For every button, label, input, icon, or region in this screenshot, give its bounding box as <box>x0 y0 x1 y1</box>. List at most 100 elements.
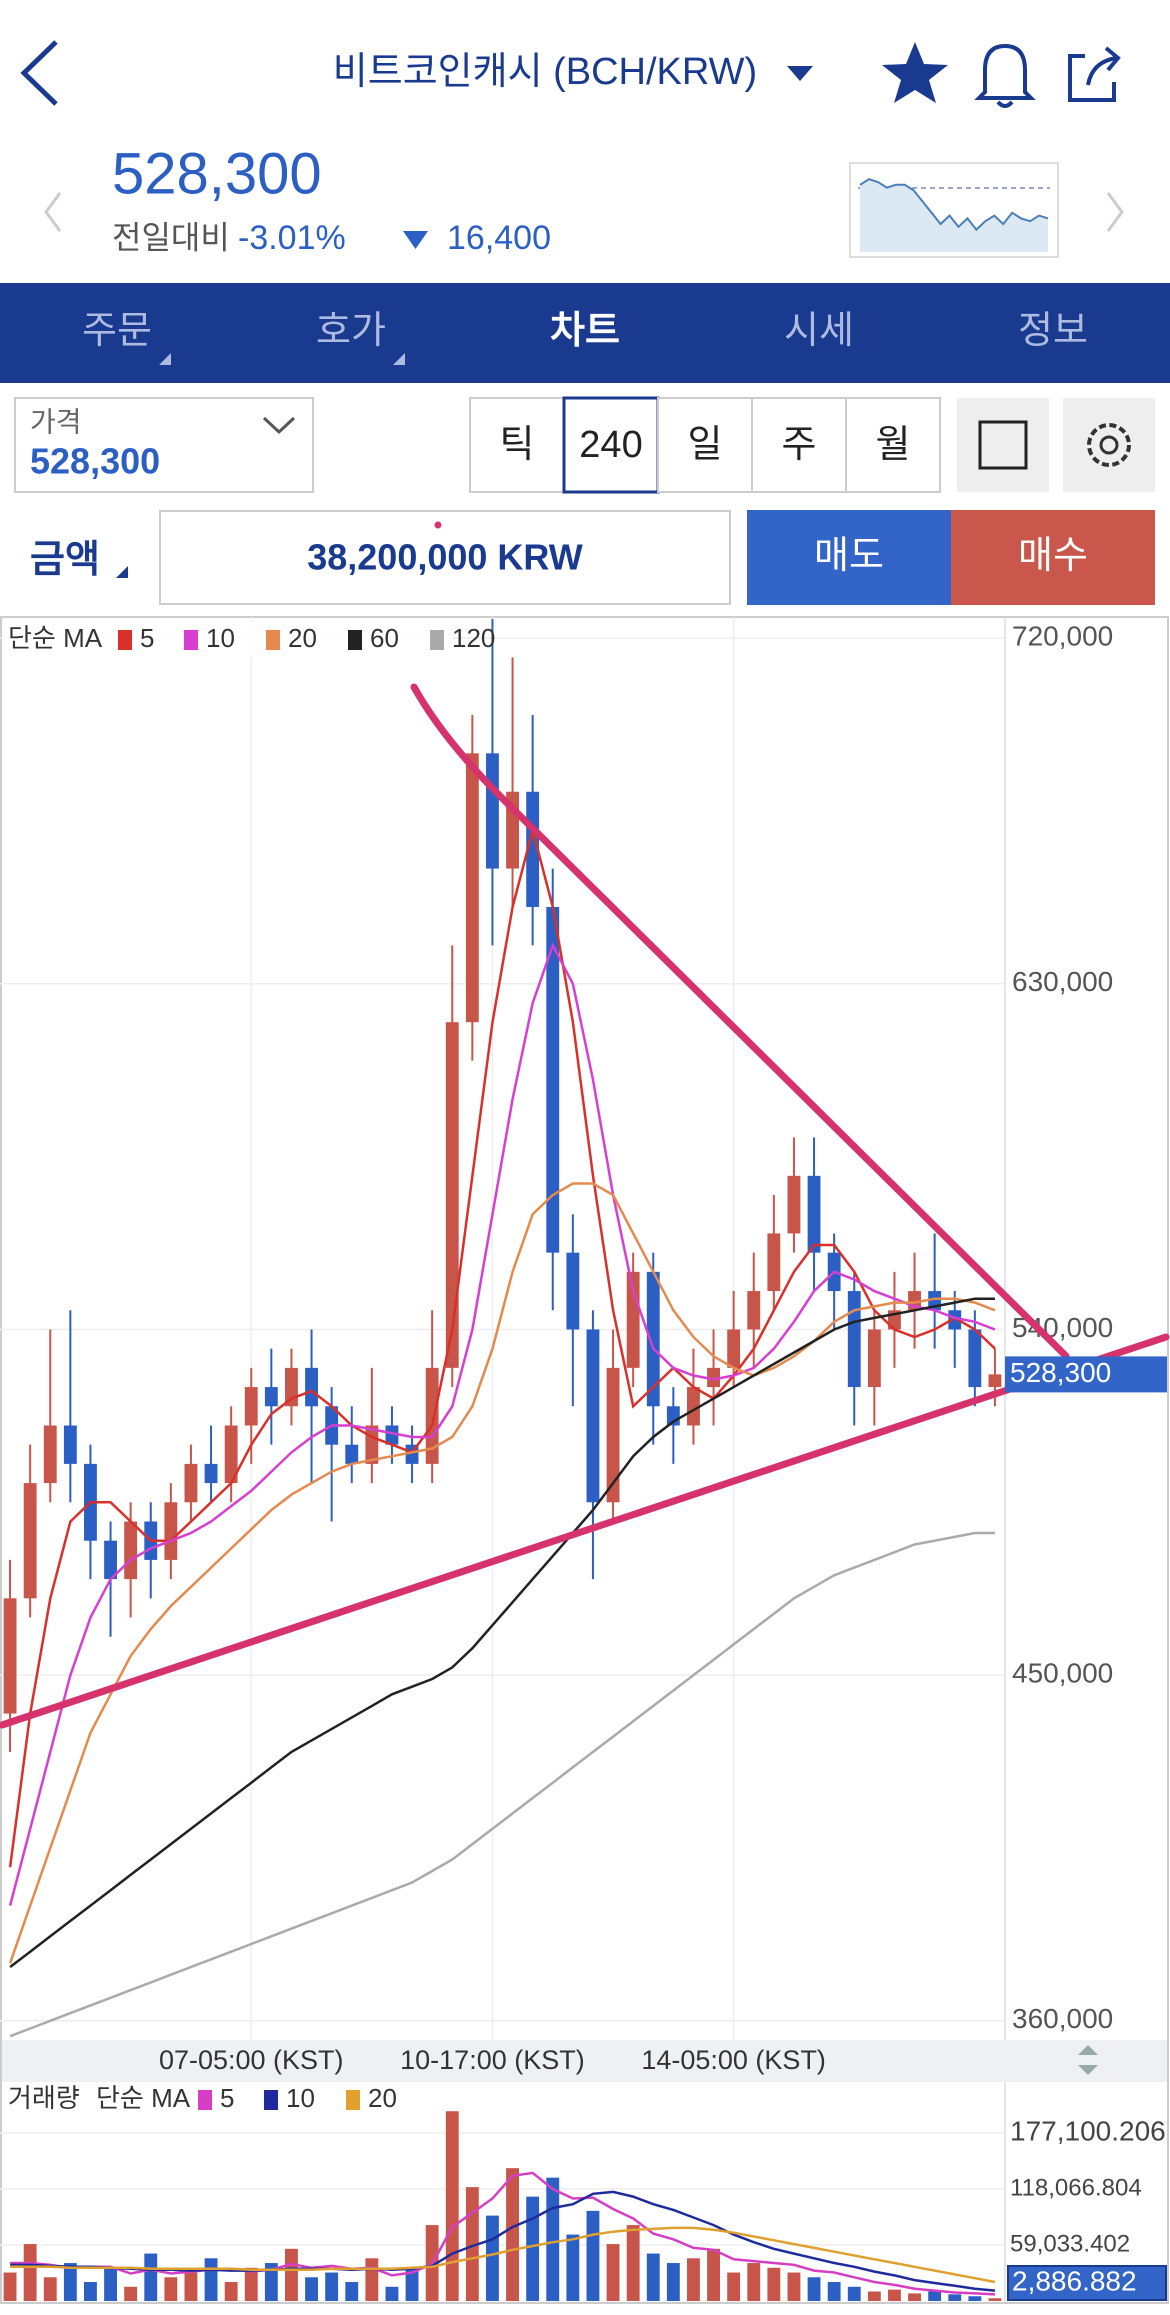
market-title[interactable]: 비트코인캐시 (BCH/KRW) <box>333 51 757 93</box>
candle-body <box>224 1425 238 1484</box>
dropdown-icon[interactable] <box>787 66 813 81</box>
legend-swatch <box>348 630 362 650</box>
interval-label: 월 <box>876 424 911 466</box>
interval-label: 240 <box>579 424 642 466</box>
legend-label: 60 <box>370 623 399 653</box>
volume-bar <box>385 2286 399 2301</box>
legend-label: 120 <box>452 623 495 653</box>
gear-inner <box>1099 435 1119 455</box>
candle-body <box>847 1291 861 1388</box>
candle-body <box>988 1374 1002 1388</box>
volume-bar <box>104 2267 117 2301</box>
price-box-label: 가격 <box>30 406 82 437</box>
candle-body <box>465 753 479 1023</box>
candle-body <box>184 1463 198 1503</box>
volume-bar <box>988 2298 1002 2301</box>
ma-line <box>8 825 996 1868</box>
legend-label: 20 <box>288 623 317 653</box>
volume-bar <box>325 2272 339 2301</box>
interval-button[interactable] <box>845 397 941 493</box>
interval-buttons: 틱 240 일 주 월 <box>469 396 941 494</box>
buy-button[interactable] <box>951 510 1155 605</box>
candle-body <box>43 1425 57 1484</box>
input-dot <box>434 521 442 529</box>
y-tick-label: 450,000 <box>1012 1658 1113 1689</box>
draw-icon <box>978 420 1028 470</box>
volume-tag <box>1007 2265 1167 2301</box>
volume-bar <box>948 2294 962 2301</box>
favorite-star[interactable] <box>882 42 948 103</box>
volume-bar <box>807 2277 821 2301</box>
chart-frame <box>0 616 1169 2304</box>
amount-input[interactable] <box>159 510 731 605</box>
sell-button[interactable] <box>747 510 951 605</box>
volume-bar <box>345 2282 359 2301</box>
price-box-chevron[interactable] <box>262 416 296 435</box>
prev-arrow[interactable] <box>44 192 62 232</box>
change-amount: 16,400 <box>447 219 551 257</box>
volume-bar <box>144 2253 158 2301</box>
candle-body <box>385 1425 399 1445</box>
gear-outer <box>1087 423 1131 467</box>
price-tag-label: 528,300 <box>1010 1357 1111 1388</box>
volume-bar <box>204 2258 218 2301</box>
resize-handle[interactable] <box>1078 2045 1098 2075</box>
volume-bar <box>224 2282 238 2301</box>
volume-bar <box>84 2282 97 2301</box>
amount-label[interactable]: 금액 <box>30 539 100 581</box>
alert-bell[interactable] <box>974 43 1036 108</box>
draw-button[interactable] <box>957 398 1049 492</box>
amount-dropdown[interactable] <box>116 566 128 578</box>
interval-button[interactable] <box>469 397 565 493</box>
price-tag <box>1005 1356 1167 1393</box>
x-tick-label: 10-17:00 (KST) <box>400 2045 585 2075</box>
volume-ma-title: 단순 MA <box>96 2083 191 2113</box>
candle-body <box>264 1387 278 1407</box>
y-tick-label: 720,000 <box>1012 621 1113 652</box>
volume-bar <box>968 2296 982 2301</box>
candle-body <box>164 1502 178 1560</box>
volume-bar <box>3 2272 17 2301</box>
interval-label: 일 <box>688 424 723 466</box>
candle-body <box>626 1271 640 1368</box>
volume-bar <box>486 2215 499 2301</box>
down-triangle <box>403 231 428 249</box>
ma-line <box>8 942 996 1906</box>
x-tick-label: 07-05:00 (KST) <box>159 2045 344 2075</box>
mini-chart <box>859 178 1049 252</box>
volume-bar <box>787 2272 801 2301</box>
current-price: 528,300 <box>112 141 322 206</box>
volume-bar <box>305 2277 318 2301</box>
candle-body <box>23 1483 37 1599</box>
ma-line <box>9 1531 995 2038</box>
volume-bar <box>506 2168 519 2301</box>
volume-bar <box>747 2263 761 2301</box>
legend-label: 20 <box>368 2083 397 2113</box>
settings-button[interactable] <box>1063 398 1155 492</box>
x-tick-label: 14-05:00 (KST) <box>641 2045 826 2075</box>
descending-trendline <box>410 683 1070 1360</box>
candle-body <box>425 1367 439 1464</box>
legend-label: 5 <box>140 623 154 653</box>
candle-body <box>646 1271 660 1407</box>
back-button[interactable] <box>20 40 58 106</box>
volume-bar <box>847 2286 861 2301</box>
candle-body <box>586 1329 600 1503</box>
price-plot: 07-05:00 (KST) 10-17:00 (KST) 14-05:00 (KS… <box>0 617 1113 2075</box>
tab-label: 시세 <box>784 310 854 352</box>
volume-bar <box>646 2253 660 2301</box>
tab-label: 차트 <box>550 310 620 352</box>
amount-value: 38,200,000 KRW <box>307 537 583 578</box>
candle-body <box>566 1252 580 1330</box>
candle-body <box>3 1598 17 1714</box>
price-box[interactable] <box>14 397 314 493</box>
legend-swatch <box>198 2090 212 2110</box>
candle-body <box>807 1175 821 1253</box>
tab-indicator <box>393 353 405 365</box>
volume-bar <box>707 2248 720 2301</box>
tab-label: 호가 <box>316 310 386 352</box>
share-icon[interactable] <box>1068 46 1121 102</box>
next-arrow[interactable] <box>1106 192 1124 232</box>
legend-swatch <box>346 2090 360 2110</box>
interval-button[interactable] <box>657 397 753 493</box>
